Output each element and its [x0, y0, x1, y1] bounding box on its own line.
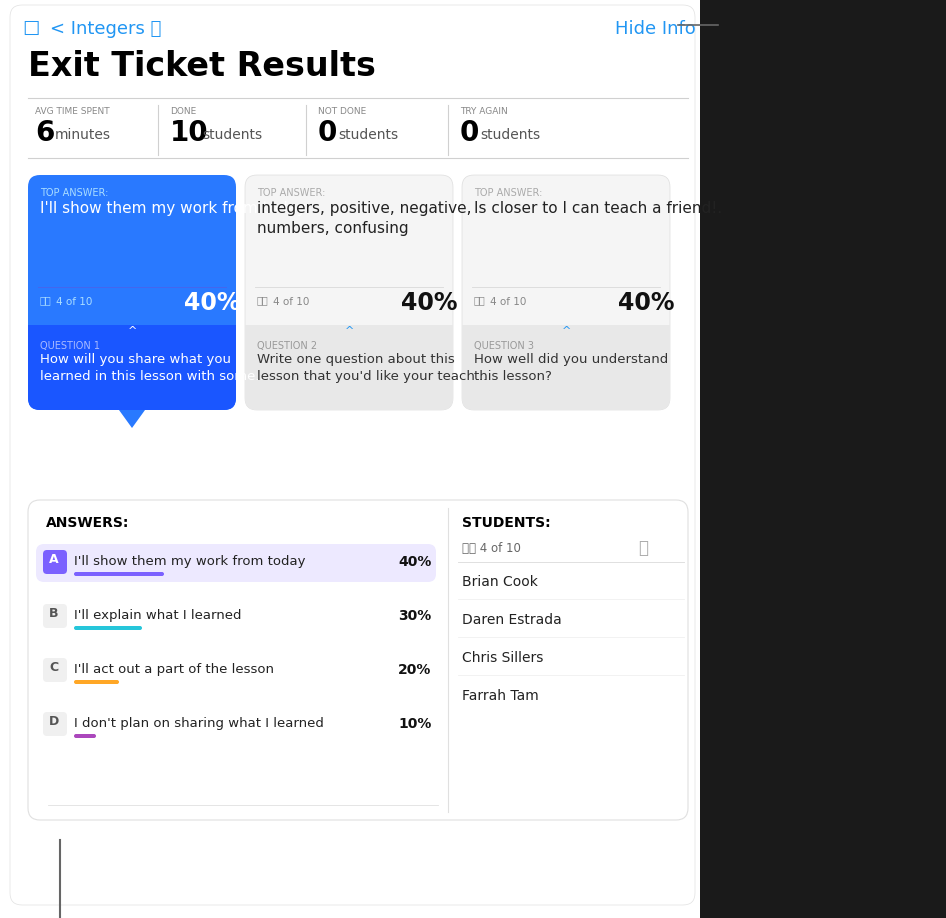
Text: Is closer to I can teach a friend!.: Is closer to I can teach a friend!. [474, 201, 722, 216]
Text: AVG TIME SPENT: AVG TIME SPENT [35, 107, 110, 116]
Text: D: D [49, 715, 60, 728]
Text: TOP ANSWER:: TOP ANSWER: [474, 188, 542, 198]
Text: DONE: DONE [170, 107, 196, 116]
FancyBboxPatch shape [245, 175, 453, 410]
Text: QUESTION 2: QUESTION 2 [257, 341, 317, 351]
Text: Exit Ticket Results: Exit Ticket Results [28, 50, 376, 83]
Text: Brian Cook: Brian Cook [462, 575, 538, 589]
Text: 40%: 40% [398, 555, 431, 569]
Text: Farrah Tam: Farrah Tam [462, 689, 539, 703]
Bar [28, 325, 236, 339]
Text: 4 of 10: 4 of 10 [490, 297, 526, 307]
FancyBboxPatch shape [10, 5, 695, 905]
Text: A: A [49, 553, 59, 566]
Text: students: students [202, 128, 262, 142]
Text: Daren Estrada: Daren Estrada [462, 613, 562, 627]
Text: I don't plan on sharing what I learned: I don't plan on sharing what I learned [74, 717, 324, 730]
Text: How will you share what you
learned in this lesson with some...: How will you share what you learned in t… [40, 353, 268, 383]
Bar [700, 0, 946, 918]
Text: 👥👥: 👥👥 [257, 295, 269, 305]
Text: STUDENTS:: STUDENTS: [462, 516, 551, 530]
FancyBboxPatch shape [74, 626, 142, 630]
Text: 4 of 10: 4 of 10 [56, 297, 93, 307]
FancyBboxPatch shape [43, 550, 67, 574]
Text: 🙂: 🙂 [638, 539, 648, 557]
FancyBboxPatch shape [28, 175, 236, 410]
FancyBboxPatch shape [74, 572, 164, 576]
FancyBboxPatch shape [28, 325, 236, 410]
Text: NOT DONE: NOT DONE [318, 107, 366, 116]
FancyBboxPatch shape [43, 658, 67, 682]
Text: I'll explain what I learned: I'll explain what I learned [74, 609, 241, 622]
Text: integers, positive, negative,
numbers, confusing: integers, positive, negative, numbers, c… [257, 201, 471, 236]
Text: I'll show them my work from today: I'll show them my work from today [74, 555, 306, 568]
Text: 👥👥: 👥👥 [474, 295, 485, 305]
Text: QUESTION 3: QUESTION 3 [474, 341, 534, 351]
FancyBboxPatch shape [462, 325, 670, 410]
FancyBboxPatch shape [74, 734, 96, 738]
Text: ^: ^ [345, 326, 355, 336]
Text: I'll act out a part of the lesson: I'll act out a part of the lesson [74, 663, 274, 676]
Text: 👥👥: 👥👥 [40, 295, 52, 305]
Text: 6: 6 [35, 119, 54, 147]
Text: 4 of 10: 4 of 10 [273, 297, 309, 307]
Text: C: C [49, 661, 58, 674]
FancyBboxPatch shape [462, 175, 670, 410]
FancyBboxPatch shape [43, 712, 67, 736]
Polygon shape [119, 410, 145, 428]
Text: 20%: 20% [398, 663, 431, 677]
FancyBboxPatch shape [43, 604, 67, 628]
Text: Write one question about this
lesson that you'd like your teach...: Write one question about this lesson tha… [257, 353, 487, 383]
Text: 10: 10 [170, 119, 209, 147]
Text: QUESTION 1: QUESTION 1 [40, 341, 100, 351]
Text: 40%: 40% [618, 291, 674, 315]
Text: I'll show them my work from today: I'll show them my work from today [40, 201, 307, 216]
Text: ANSWERS:: ANSWERS: [46, 516, 130, 530]
FancyBboxPatch shape [28, 500, 688, 820]
Text: B: B [49, 607, 59, 620]
FancyBboxPatch shape [36, 544, 436, 582]
Text: TRY AGAIN: TRY AGAIN [460, 107, 508, 116]
Text: Chris Sillers: Chris Sillers [462, 651, 543, 665]
Bar [245, 325, 453, 339]
Text: 40%: 40% [184, 291, 240, 315]
Text: 10%: 10% [398, 717, 431, 731]
FancyBboxPatch shape [245, 325, 453, 410]
Text: students: students [480, 128, 540, 142]
Text: 30%: 30% [398, 609, 431, 623]
Text: < Integers ✨: < Integers ✨ [50, 20, 162, 38]
Text: TOP ANSWER:: TOP ANSWER: [257, 188, 325, 198]
Text: ^: ^ [128, 326, 137, 336]
Text: How well did you understand
this lesson?: How well did you understand this lesson? [474, 353, 668, 383]
Text: Hide Info: Hide Info [615, 20, 695, 38]
Text: ^: ^ [562, 326, 571, 336]
Bar [462, 325, 670, 339]
Text: ☐: ☐ [22, 20, 40, 39]
Text: 👥👥 4 of 10: 👥👥 4 of 10 [462, 542, 521, 555]
FancyBboxPatch shape [74, 680, 119, 684]
Text: 40%: 40% [401, 291, 458, 315]
Text: minutes: minutes [55, 128, 111, 142]
Text: 0: 0 [460, 119, 480, 147]
Text: TOP ANSWER:: TOP ANSWER: [40, 188, 109, 198]
Text: 0: 0 [318, 119, 338, 147]
Text: students: students [338, 128, 398, 142]
